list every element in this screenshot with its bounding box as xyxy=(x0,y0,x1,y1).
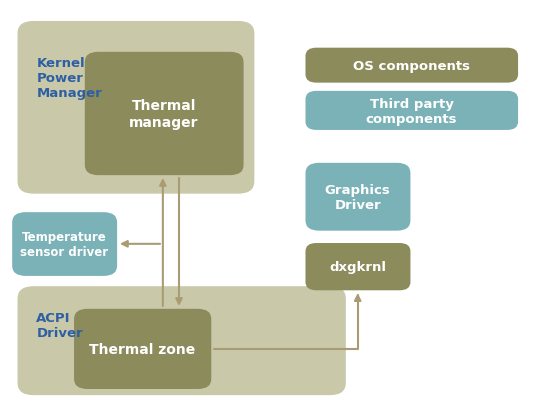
FancyBboxPatch shape xyxy=(306,49,518,83)
FancyBboxPatch shape xyxy=(74,309,212,389)
FancyBboxPatch shape xyxy=(12,213,117,276)
Text: Third party
components: Third party components xyxy=(366,97,457,125)
FancyBboxPatch shape xyxy=(17,22,254,194)
FancyBboxPatch shape xyxy=(306,243,411,291)
Text: OS components: OS components xyxy=(353,60,470,73)
FancyBboxPatch shape xyxy=(306,164,411,231)
Text: Graphics
Driver: Graphics Driver xyxy=(325,183,391,211)
Text: Thermal zone: Thermal zone xyxy=(89,342,195,356)
Text: Kernel
Power
Manager: Kernel Power Manager xyxy=(36,57,102,100)
FancyBboxPatch shape xyxy=(17,287,346,395)
Text: Thermal
manager: Thermal manager xyxy=(129,99,199,129)
Text: dxgkrnl: dxgkrnl xyxy=(329,261,386,274)
Text: ACPI
Driver: ACPI Driver xyxy=(36,311,83,339)
FancyBboxPatch shape xyxy=(306,92,518,131)
Text: Temperature
sensor driver: Temperature sensor driver xyxy=(21,230,108,258)
FancyBboxPatch shape xyxy=(85,53,243,176)
